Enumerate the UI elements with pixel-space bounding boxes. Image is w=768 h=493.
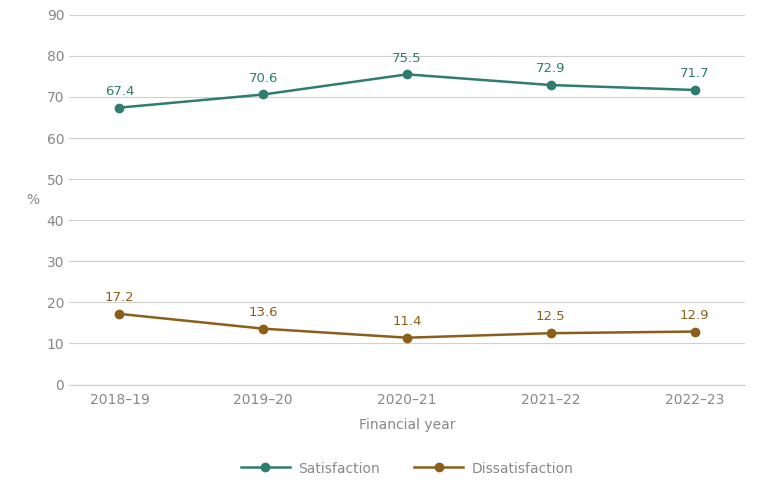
Text: 70.6: 70.6 — [249, 72, 278, 85]
Satisfaction — [690, 87, 699, 93]
Text: 12.5: 12.5 — [536, 311, 566, 323]
Text: 11.4: 11.4 — [392, 315, 422, 328]
Dissatisfaction — [402, 335, 412, 341]
Text: 13.6: 13.6 — [249, 306, 278, 319]
Line: Satisfaction: Satisfaction — [115, 70, 699, 112]
Text: 71.7: 71.7 — [680, 67, 710, 80]
Satisfaction — [259, 92, 268, 98]
Satisfaction — [546, 82, 555, 88]
Text: 72.9: 72.9 — [536, 62, 565, 75]
Text: 17.2: 17.2 — [104, 291, 134, 304]
Satisfaction — [402, 71, 412, 77]
Line: Dissatisfaction: Dissatisfaction — [115, 310, 699, 342]
X-axis label: Financial year: Financial year — [359, 418, 455, 432]
Legend: Satisfaction, Dissatisfaction: Satisfaction, Dissatisfaction — [235, 456, 579, 481]
Dissatisfaction — [259, 326, 268, 332]
Y-axis label: %: % — [26, 193, 39, 207]
Text: 12.9: 12.9 — [680, 309, 710, 322]
Satisfaction — [115, 105, 124, 110]
Text: 67.4: 67.4 — [104, 85, 134, 98]
Text: 75.5: 75.5 — [392, 52, 422, 65]
Dissatisfaction — [115, 311, 124, 317]
Dissatisfaction — [690, 329, 699, 335]
Dissatisfaction — [546, 330, 555, 336]
